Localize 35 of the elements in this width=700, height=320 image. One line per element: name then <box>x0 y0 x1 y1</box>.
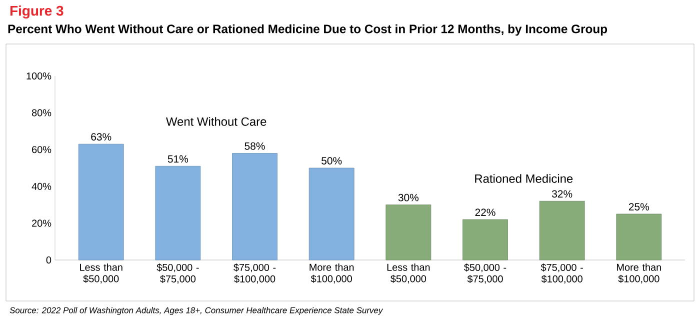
bar <box>155 166 201 260</box>
x-tick-label: $50,000 - $75,000 <box>464 264 506 284</box>
bar <box>616 214 662 260</box>
source-note: Source: 2022 Poll of Washington Adults, Ages 18+, Consumer Healthcare Experience State Survey <box>10 307 384 315</box>
data-label: 50% <box>322 157 342 164</box>
data-label: 22% <box>475 208 496 216</box>
y-tick-label: 40% <box>32 182 52 190</box>
x-tick-label: Less than $50,000 <box>80 264 122 284</box>
chart-subtitle: Percent Who Went Without Care or Rationed Medicine Due to Cost in Prior 12 Months, by Income Group <box>8 24 608 36</box>
y-tick-label: 80% <box>32 109 52 116</box>
data-label: 30% <box>398 194 419 202</box>
text: Went Without Care <box>166 117 266 126</box>
y-tick-label: 0 <box>46 256 52 264</box>
bar <box>78 144 124 260</box>
data-label: 58% <box>244 142 265 150</box>
x-tick-label: $75,000 - $100,000 <box>234 264 276 284</box>
data-label: 32% <box>552 190 572 198</box>
bar <box>308 168 354 260</box>
bar <box>386 204 432 260</box>
x-tick-label: $50,000 - $75,000 <box>156 264 199 284</box>
x-tick-label: Less than $50,000 <box>387 264 430 284</box>
data-label: 51% <box>168 155 188 163</box>
bar <box>462 219 508 260</box>
data-label: 63% <box>91 133 112 141</box>
chart-title: Figure 3 <box>10 5 64 19</box>
y-tick-label: 20% <box>32 220 52 227</box>
y-tick-label: 60% <box>32 146 52 154</box>
y-tick-label: 100% <box>26 72 52 80</box>
data-label: 25% <box>628 203 649 210</box>
x-tick-label: More than $100,000 <box>617 264 661 284</box>
bar <box>539 200 585 260</box>
bar <box>232 153 278 260</box>
x-tick-label: $75,000 - $100,000 <box>540 264 583 284</box>
x-tick-label: More than $100,000 <box>310 264 354 284</box>
series-label: Rationed Medicine <box>475 174 573 183</box>
